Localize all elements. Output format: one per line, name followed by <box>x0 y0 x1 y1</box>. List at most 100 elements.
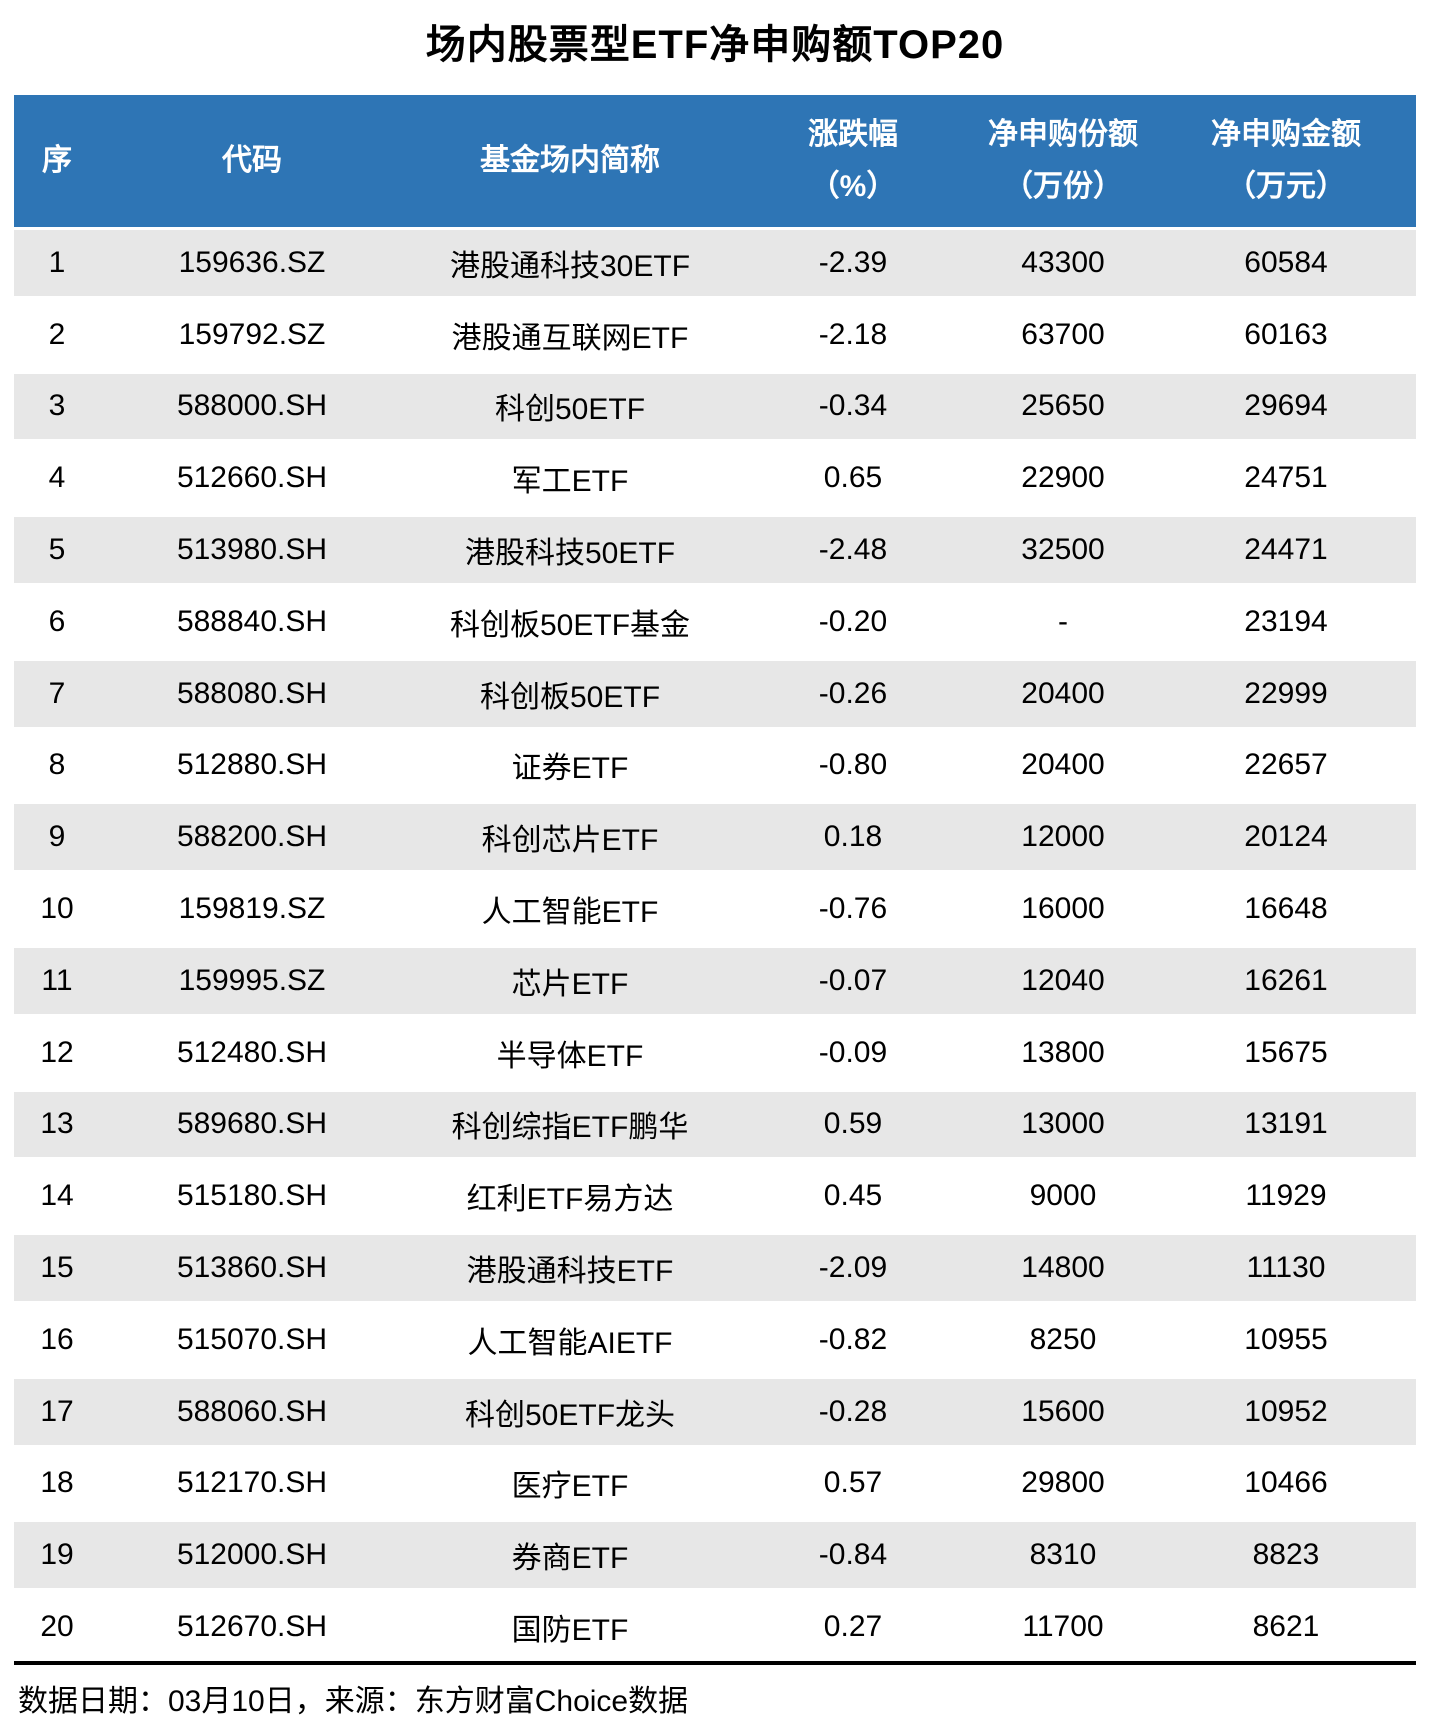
cell-change: 0.65 <box>823 461 883 495</box>
cell-net-amount: 60584 <box>1244 245 1328 279</box>
cell-net-shares: 15600 <box>1021 1394 1105 1428</box>
cell-rank: 8 <box>48 748 66 782</box>
table-row: 9 588200.SH 科创芯片ETF 0.18 12000 20124 <box>14 801 1416 874</box>
cell-fund-name: 科创芯片ETF <box>481 824 659 858</box>
cell-rank: 19 <box>40 1538 74 1572</box>
cell-net-shares: 8310 <box>1029 1538 1097 1572</box>
cell-net-shares: - <box>1058 604 1068 638</box>
cell-change: -0.76 <box>818 892 888 926</box>
table-row: 17 588060.SH 科创50ETF龙头 -0.28 15600 10952 <box>14 1375 1416 1448</box>
cell-net-amount: 11130 <box>1246 1251 1326 1285</box>
cell-net-amount: 22999 <box>1244 676 1328 710</box>
cell-fund-name: 人工智能AIETF <box>467 1326 673 1360</box>
header-fund-name-label: 基金场内简称 <box>480 144 660 177</box>
cell-change: -0.20 <box>818 604 888 638</box>
header-net-amount: 净申购金额 （万元） <box>1156 95 1416 227</box>
cell-fund-name: 半导体ETF <box>496 1039 644 1073</box>
header-rank-label: 序 <box>42 144 72 177</box>
cell-change: 0.57 <box>823 1466 883 1500</box>
table-row: 3 588000.SH 科创50ETF -0.34 25650 29694 <box>14 370 1416 443</box>
cell-net-amount: 23194 <box>1244 604 1328 638</box>
cell-fund-name: 港股通科技ETF <box>466 1255 674 1289</box>
table-row: 8 512880.SH 证券ETF -0.80 20400 22657 <box>14 729 1416 802</box>
cell-fund-name: 港股科技50ETF <box>464 537 676 571</box>
cell-net-amount: 11929 <box>1245 1179 1327 1213</box>
table-row: 14 515180.SH 红利ETF易方达 0.45 9000 11929 <box>14 1160 1416 1233</box>
cell-fund-name: 科创综指ETF鹏华 <box>451 1111 689 1145</box>
cell-change: -0.26 <box>818 676 888 710</box>
cell-net-shares: 13800 <box>1021 1035 1105 1069</box>
cell-net-shares: 43300 <box>1021 245 1105 279</box>
cell-code: 513860.SH <box>176 1251 328 1285</box>
cell-change: 0.45 <box>823 1179 883 1213</box>
cell-net-amount: 10955 <box>1244 1322 1328 1356</box>
cell-change: -0.80 <box>818 748 888 782</box>
header-code: 代码 <box>100 95 404 227</box>
cell-code: 159792.SZ <box>178 317 326 351</box>
cell-rank: 20 <box>40 1610 74 1644</box>
cell-net-amount: 16648 <box>1244 892 1328 926</box>
header-net-shares-label: 净申购份额 <box>988 118 1138 151</box>
cell-net-amount: 10952 <box>1244 1394 1328 1428</box>
table-row: 11 159995.SZ 芯片ETF -0.07 12040 16261 <box>14 944 1416 1017</box>
cell-code: 512480.SH <box>176 1035 328 1069</box>
cell-change: -0.07 <box>818 963 888 997</box>
cell-change: -2.48 <box>818 533 888 567</box>
header-fund-name: 基金场内简称 <box>404 95 736 227</box>
cell-rank: 4 <box>48 461 66 495</box>
cell-change: -0.34 <box>818 389 888 423</box>
cell-net-amount: 60163 <box>1244 317 1328 351</box>
cell-fund-name: 医疗ETF <box>511 1470 629 1504</box>
cell-net-shares: 20400 <box>1021 748 1105 782</box>
cell-fund-name: 国防ETF <box>511 1614 629 1648</box>
cell-code: 512880.SH <box>176 748 328 782</box>
cell-fund-name: 证券ETF <box>511 752 629 786</box>
cell-code: 159995.SZ <box>178 963 326 997</box>
footer-divider <box>14 1661 1416 1665</box>
cell-fund-name: 科创板50ETF <box>479 680 661 714</box>
cell-rank: 2 <box>48 317 66 351</box>
cell-fund-name: 科创50ETF <box>494 393 646 427</box>
cell-net-shares: 9000 <box>1029 1179 1097 1213</box>
table-row: 20 512670.SH 国防ETF 0.27 11700 8621 <box>14 1591 1416 1663</box>
cell-code: 159819.SZ <box>178 892 326 926</box>
cell-code: 512660.SH <box>176 461 328 495</box>
cell-rank: 9 <box>48 820 66 854</box>
cell-rank: 18 <box>40 1466 74 1500</box>
cell-change: 0.18 <box>823 820 883 854</box>
cell-change: -2.39 <box>818 245 888 279</box>
cell-change: 0.27 <box>823 1610 883 1644</box>
cell-net-amount: 8823 <box>1252 1538 1320 1572</box>
cell-code: 515070.SH <box>176 1322 328 1356</box>
table-row: 12 512480.SH 半导体ETF -0.09 13800 15675 <box>14 1016 1416 1089</box>
cell-rank: 6 <box>48 604 66 638</box>
cell-change: 0.59 <box>823 1107 883 1141</box>
table-header: 序 代码 基金场内简称 涨跌幅 （%） 净申购份额 （万份） 净申购金额 （万元… <box>14 95 1416 227</box>
cell-net-shares: 29800 <box>1021 1466 1105 1500</box>
cell-net-shares: 12040 <box>1021 963 1105 997</box>
cell-code: 589680.SH <box>176 1107 328 1141</box>
cell-net-amount: 13191 <box>1244 1107 1328 1141</box>
header-change-label: 涨跌幅 <box>808 118 898 151</box>
cell-rank: 11 <box>41 963 73 997</box>
cell-code: 512000.SH <box>176 1538 328 1572</box>
cell-rank: 15 <box>40 1251 74 1285</box>
table-row: 7 588080.SH 科创板50ETF -0.26 20400 22999 <box>14 657 1416 730</box>
cell-fund-name: 券商ETF <box>511 1542 629 1576</box>
cell-code: 512670.SH <box>176 1610 328 1644</box>
cell-change: -0.82 <box>818 1322 888 1356</box>
cell-net-shares: 32500 <box>1021 533 1105 567</box>
cell-code: 513980.SH <box>176 533 328 567</box>
table-row: 6 588840.SH 科创板50ETF基金 -0.20 - 23194 <box>14 585 1416 658</box>
table-row: 15 513860.SH 港股通科技ETF -2.09 14800 11130 <box>14 1232 1416 1304</box>
header-rank: 序 <box>14 95 100 227</box>
cell-change: -2.18 <box>818 317 888 351</box>
cell-net-amount: 16261 <box>1244 963 1328 997</box>
cell-net-amount: 15675 <box>1244 1035 1328 1069</box>
cell-rank: 7 <box>48 676 66 710</box>
cell-code: 515180.SH <box>176 1179 328 1213</box>
cell-rank: 10 <box>40 892 74 926</box>
cell-net-amount: 10466 <box>1244 1466 1328 1500</box>
cell-net-amount: 24471 <box>1244 533 1328 567</box>
